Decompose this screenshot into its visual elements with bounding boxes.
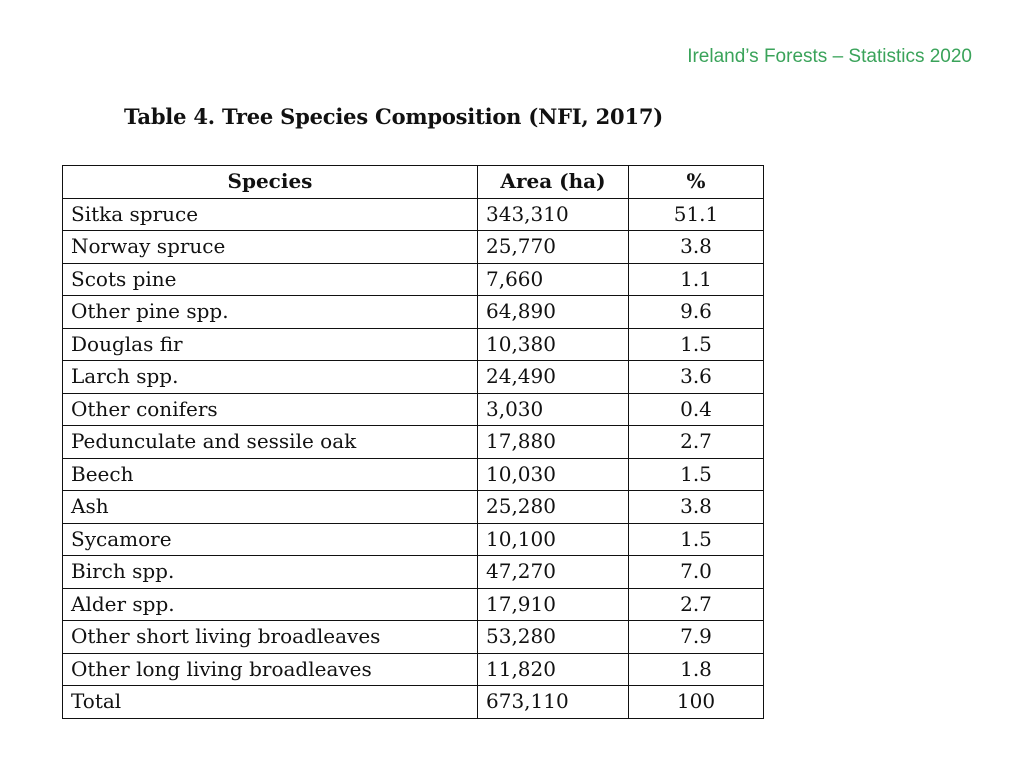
percent-cell: 3.6	[628, 360, 764, 394]
table-row: Alder spp. 17,910 2.7	[62, 587, 764, 621]
species-cell: Other pine spp.	[62, 295, 478, 329]
area-cell: 7,660	[477, 262, 629, 296]
species-composition-table: Species Area (ha) % Sitka spruce 343,310 5…	[62, 165, 764, 719]
table-row: Douglas fir 10,380 1.5	[62, 327, 764, 361]
species-cell: Alder spp.	[62, 587, 478, 621]
percent-cell: 0.4	[628, 392, 764, 426]
area-cell: 25,280	[477, 490, 629, 524]
table-row: Sycamore 10,100 1.5	[62, 522, 764, 556]
table-row: Ash 25,280 3.8	[62, 490, 764, 524]
table-row: Other conifers 3,030 0.4	[62, 392, 764, 426]
percent-cell: 2.7	[628, 587, 764, 621]
table-row: Beech 10,030 1.5	[62, 457, 764, 491]
area-cell: 10,100	[477, 522, 629, 556]
percent-cell: 1.5	[628, 457, 764, 491]
publication-header: Ireland’s Forests – Statistics 2020	[687, 46, 972, 67]
area-cell: 53,280	[477, 620, 629, 654]
area-cell: 3,030	[477, 392, 629, 426]
table-row: Total 673,110 100	[62, 685, 764, 719]
percent-cell: 3.8	[628, 230, 764, 264]
area-cell: 64,890	[477, 295, 629, 329]
table-row: Sitka spruce 343,310 51.1	[62, 197, 764, 231]
species-cell: Other short living broadleaves	[62, 620, 478, 654]
species-cell: Birch spp.	[62, 555, 478, 589]
percent-cell: 51.1	[628, 197, 764, 231]
area-cell: 343,310	[477, 197, 629, 231]
table-row: Larch spp. 24,490 3.6	[62, 360, 764, 394]
table-row: Scots pine 7,660 1.1	[62, 262, 764, 296]
species-cell: Sycamore	[62, 522, 478, 556]
area-cell: 10,380	[477, 327, 629, 361]
area-cell: 47,270	[477, 555, 629, 589]
species-cell: Sitka spruce	[62, 197, 478, 231]
percent-cell: 7.9	[628, 620, 764, 654]
table-row: Norway spruce 25,770 3.8	[62, 230, 764, 264]
table-title: Table 4. Tree Species Composition (NFI, …	[124, 104, 664, 129]
species-cell: Larch spp.	[62, 360, 478, 394]
percent-cell: 1.1	[628, 262, 764, 296]
table-row: Other long living broadleaves 11,820 1.8	[62, 652, 764, 686]
table-row: Birch spp. 47,270 7.0	[62, 555, 764, 589]
area-cell: 25,770	[477, 230, 629, 264]
table-header-row: Species Area (ha) %	[62, 165, 764, 199]
table-body: Sitka spruce 343,310 51.1 Norway spruce 25,7…	[62, 197, 764, 719]
table-row: Other short living broadleaves 53,280 7.9	[62, 620, 764, 654]
species-cell: Other long living broadleaves	[62, 652, 478, 686]
area-cell: 673,110	[477, 685, 629, 719]
species-cell: Beech	[62, 457, 478, 491]
area-cell: 11,820	[477, 652, 629, 686]
area-cell: 10,030	[477, 457, 629, 491]
table-row: Other pine spp. 64,890 9.6	[62, 295, 764, 329]
percent-cell: 1.5	[628, 327, 764, 361]
percent-cell: 7.0	[628, 555, 764, 589]
table-row: Pedunculate and sessile oak 17,880 2.7	[62, 425, 764, 459]
percent-cell: 1.5	[628, 522, 764, 556]
percent-cell: 100	[628, 685, 764, 719]
area-cell: 17,910	[477, 587, 629, 621]
column-header-species: Species	[62, 165, 478, 199]
percent-cell: 3.8	[628, 490, 764, 524]
percent-cell: 9.6	[628, 295, 764, 329]
area-cell: 17,880	[477, 425, 629, 459]
species-cell: Total	[62, 685, 478, 719]
area-cell: 24,490	[477, 360, 629, 394]
percent-cell: 1.8	[628, 652, 764, 686]
species-cell: Pedunculate and sessile oak	[62, 425, 478, 459]
species-cell: Douglas fir	[62, 327, 478, 361]
column-header-percent: %	[628, 165, 764, 199]
species-cell: Norway spruce	[62, 230, 478, 264]
species-cell: Scots pine	[62, 262, 478, 296]
species-cell: Other conifers	[62, 392, 478, 426]
species-cell: Ash	[62, 490, 478, 524]
column-header-area: Area (ha)	[477, 165, 629, 199]
percent-cell: 2.7	[628, 425, 764, 459]
